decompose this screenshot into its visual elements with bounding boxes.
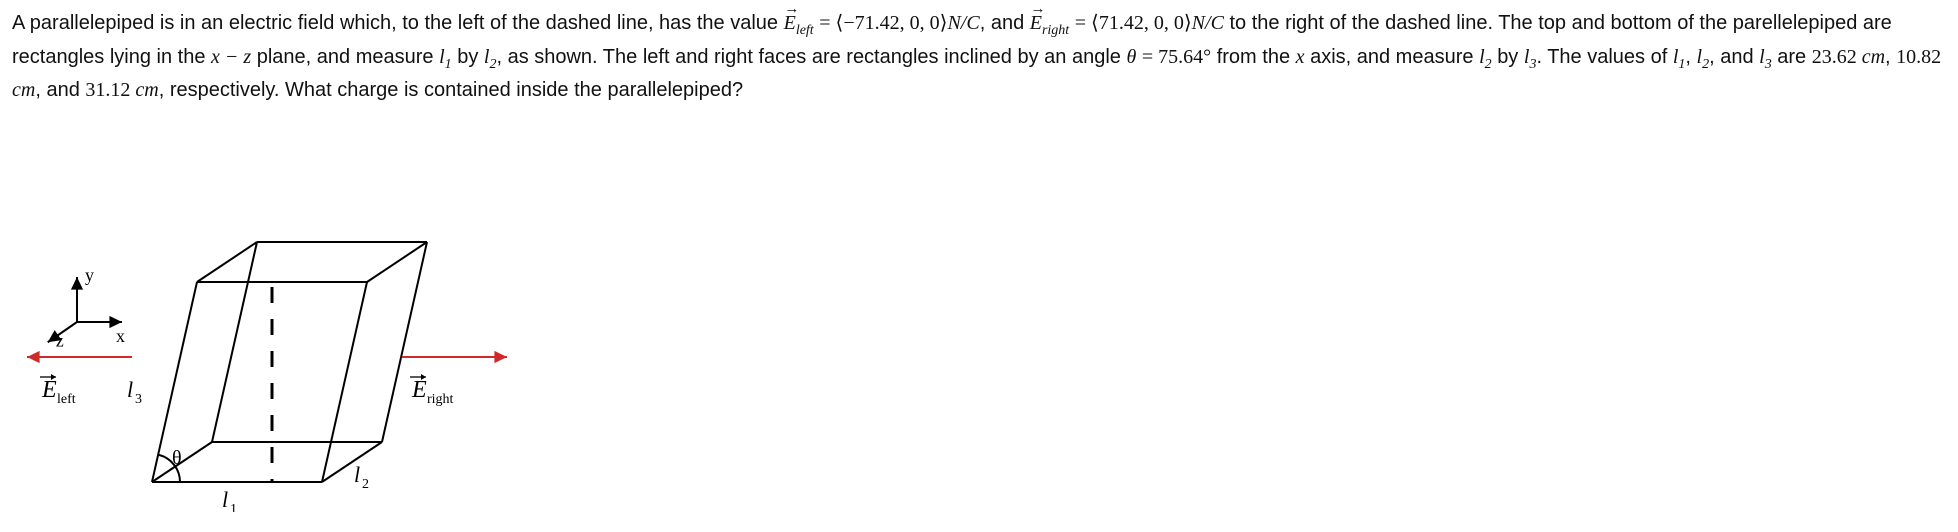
lb2: ⟨ [1091, 12, 1099, 34]
end: , respectively. What charge is contained… [159, 79, 743, 101]
l2b-sub: 2 [1485, 57, 1492, 72]
figure: θEleftErightl1l2l3yxz [12, 112, 1946, 512]
comma2: , [1885, 46, 1896, 68]
svg-text:E: E [411, 377, 427, 403]
svg-text:x: x [116, 326, 125, 346]
svg-text:3: 3 [135, 392, 142, 407]
plane: x − z [211, 46, 251, 68]
cm3: cm [135, 79, 158, 101]
mid1: , and [980, 12, 1030, 34]
cm2: cm [12, 79, 35, 101]
units2: N/C [1192, 12, 1224, 34]
svg-text:y: y [85, 265, 94, 285]
E-right-symbol: E [1030, 8, 1042, 39]
l3c-sub: 3 [1765, 57, 1772, 72]
svg-text:z: z [56, 331, 64, 351]
svg-text:1: 1 [230, 502, 237, 512]
cm1: cm [1862, 46, 1885, 68]
l2-val: 10.82 [1896, 46, 1941, 68]
svg-text:θ: θ [172, 447, 182, 469]
by2: by [1497, 46, 1524, 68]
mid4: , as shown. The left and right faces are… [496, 46, 1126, 68]
by1: by [457, 46, 484, 68]
mid3: plane, and measure [257, 46, 439, 68]
E-left-symbol: E [784, 8, 796, 39]
mid7: . The values of [1536, 46, 1672, 68]
and2: , and [35, 79, 85, 101]
svg-text:l: l [127, 377, 133, 402]
l1-sub: 1 [445, 57, 452, 72]
eq1: = [819, 12, 835, 34]
are: are [1777, 46, 1811, 68]
xaxis: x [1296, 46, 1305, 68]
svg-text:l: l [222, 487, 228, 512]
parallelepiped-diagram: θEleftErightl1l2l3yxz [12, 112, 532, 512]
theta: θ [1126, 46, 1136, 68]
svg-text:2: 2 [362, 477, 369, 492]
intro: A parallelepiped is in an electric field… [12, 12, 784, 34]
and1: , and [1709, 46, 1759, 68]
E-right-sub: right [1042, 23, 1069, 38]
eq2: = [1075, 12, 1091, 34]
mid6: axis, and measure [1310, 46, 1479, 68]
E-left-sub: left [796, 23, 814, 38]
svg-text:right: right [427, 392, 454, 407]
mid5: from the [1217, 46, 1296, 68]
eq3: = [1142, 46, 1158, 68]
comma1: , [1685, 46, 1696, 68]
svg-text:left: left [57, 392, 76, 407]
l3-val: 31.12 [85, 79, 135, 101]
svg-text:E: E [41, 377, 57, 403]
problem-text: A parallelepiped is in an electric field… [12, 8, 1946, 106]
theta-val: 75.64° [1158, 46, 1211, 68]
E-left-val: −71.42, 0, 0 [843, 12, 939, 34]
svg-text:l: l [354, 462, 360, 487]
units1: N/C [947, 12, 979, 34]
E-right-val: 71.42, 0, 0 [1099, 12, 1184, 34]
rb2: ⟩ [1184, 12, 1192, 34]
l1-val: 23.62 [1812, 46, 1862, 68]
